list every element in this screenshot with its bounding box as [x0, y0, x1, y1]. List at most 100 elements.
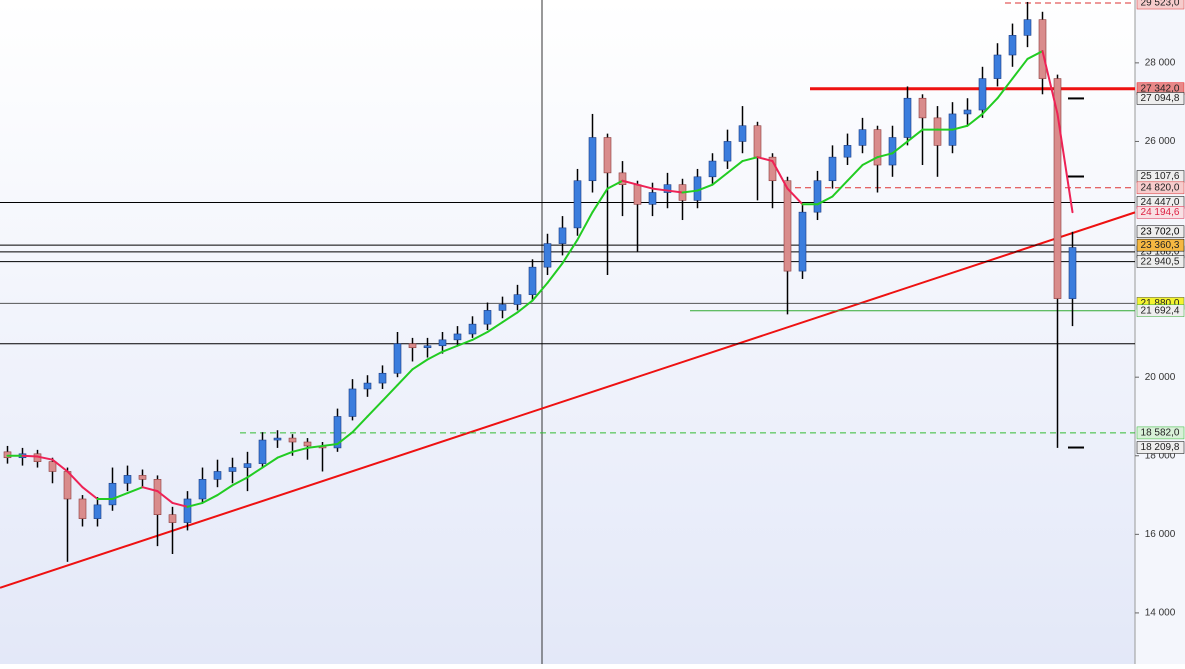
price-axis: [1135, 0, 1185, 664]
moving-average: [1026, 50, 1044, 60]
moving-average: [531, 281, 549, 302]
candle-body: [243, 463, 252, 468]
moving-average: [516, 299, 534, 314]
candle-body: [603, 137, 612, 174]
moving-average: [576, 211, 594, 241]
moving-average: [51, 458, 69, 473]
candle-body: [633, 184, 642, 205]
candle-body: [213, 471, 222, 480]
level-label-box: [1136, 304, 1185, 317]
candle-body: [543, 243, 552, 268]
moving-average: [246, 466, 264, 479]
candle-body: [93, 504, 102, 519]
candle-body: [138, 475, 147, 480]
candle-body: [168, 514, 177, 523]
moving-average: [876, 152, 894, 159]
candle-body: [348, 388, 357, 417]
level-label: 24 820,0: [1141, 182, 1180, 193]
candle-body: [273, 437, 282, 441]
level-label-box: [1136, 225, 1185, 238]
level-label-box: [1136, 206, 1185, 219]
level-label-box: [1136, 441, 1185, 454]
candle-body: [708, 160, 717, 178]
level-label: 27 094,8: [1141, 93, 1180, 104]
candle-body: [183, 498, 192, 523]
level-label: 24 194,6: [1141, 207, 1180, 218]
candle-body: [903, 97, 912, 138]
candle-body: [573, 180, 582, 229]
candle-body: [783, 180, 792, 272]
moving-average: [336, 431, 354, 445]
moving-average: [126, 486, 144, 495]
level-label-box: [1136, 255, 1185, 268]
moving-average: [1011, 57, 1029, 80]
candle-body: [528, 266, 537, 295]
level-label: 21 692,4: [1141, 305, 1180, 316]
y-tick-label: 28 000: [1145, 58, 1176, 69]
moving-average: [441, 344, 459, 353]
level-label: 18 582,0: [1141, 428, 1180, 439]
moving-average: [681, 189, 699, 194]
moving-average: [201, 494, 219, 504]
level-label: 23 188,0: [1141, 247, 1180, 258]
level-label: 21 880,0: [1141, 298, 1180, 309]
moving-average: [1041, 50, 1059, 115]
moving-average: [951, 124, 969, 131]
candle-body: [498, 304, 507, 311]
candle-body: [1038, 19, 1047, 79]
level-label-box: [1136, 426, 1185, 440]
moving-average: [846, 164, 864, 182]
candle-body: [483, 310, 492, 325]
candle-body: [618, 172, 627, 185]
moving-average: [471, 331, 489, 341]
moving-average: [261, 456, 279, 469]
moving-average: [561, 238, 579, 265]
moving-average: [996, 77, 1014, 100]
level-label-box: [1136, 181, 1185, 195]
moving-average: [726, 160, 744, 174]
candle-body: [423, 345, 432, 349]
candle-body: [78, 498, 87, 519]
moving-average: [861, 156, 879, 167]
candle-body: [663, 184, 672, 193]
moving-average: [906, 128, 924, 143]
candle-body: [1053, 78, 1062, 299]
moving-average: [771, 160, 789, 190]
moving-average: [36, 455, 54, 461]
moving-average: [741, 156, 759, 163]
moving-average: [276, 450, 294, 459]
moving-average: [486, 321, 504, 333]
level-label: 25 107,6: [1141, 171, 1180, 182]
moving-average: [186, 501, 204, 508]
moving-average: [351, 415, 369, 434]
moving-average: [171, 501, 189, 508]
candle-body: [378, 372, 387, 384]
moving-average: [651, 187, 669, 192]
candle-body: [588, 137, 597, 182]
candle-body: [123, 475, 132, 484]
candle-body: [933, 117, 942, 146]
candle-body: [1023, 19, 1032, 36]
candle-body: [468, 323, 477, 335]
moving-average: [546, 262, 564, 284]
moving-average: [636, 183, 654, 190]
candle-body: [738, 125, 747, 142]
moving-average: [141, 486, 159, 493]
candle-body: [993, 54, 1002, 79]
candle-body: [288, 437, 297, 443]
trendline: [0, 211, 1136, 589]
moving-average: [831, 179, 849, 198]
candle-body: [513, 294, 522, 305]
moving-average: [216, 484, 234, 497]
moving-average: [366, 399, 384, 418]
moving-average: [966, 112, 984, 127]
moving-average: [156, 490, 174, 504]
level-label: 22 940,5: [1141, 256, 1180, 267]
level-label-box: [1136, 92, 1185, 105]
moving-average: [111, 492, 129, 500]
candle-body: [558, 227, 567, 244]
level-label: 23 702,0: [1141, 226, 1180, 237]
candle-body: [918, 97, 927, 119]
level-label: 29 523,0: [1141, 0, 1180, 9]
level-label: 27 342,0: [1141, 83, 1180, 94]
